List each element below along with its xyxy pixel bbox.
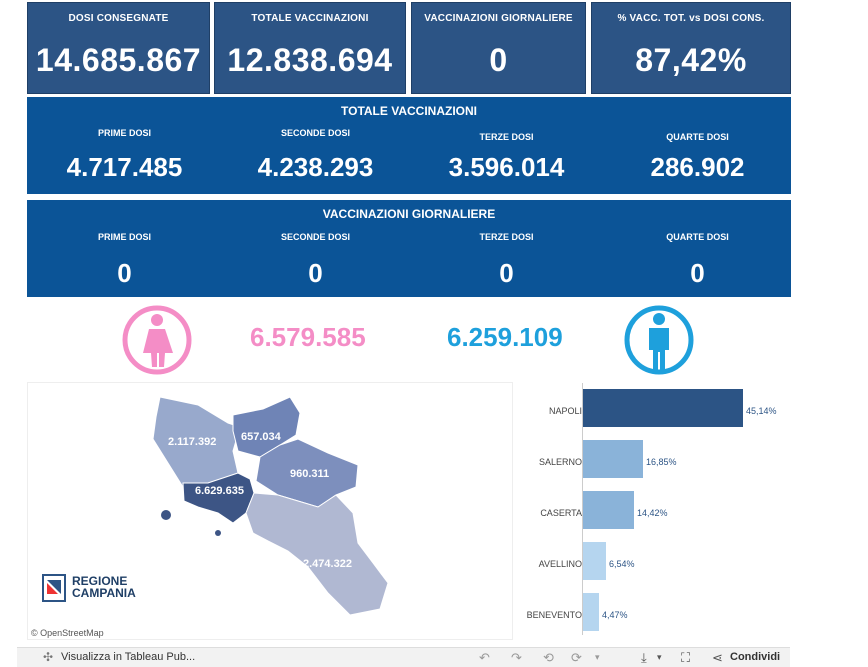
kpi-label: VACCINAZIONI GIORNALIERE <box>424 13 573 24</box>
seconde-dosi-label: SECONDE DOSI <box>280 232 350 242</box>
bar[interactable] <box>583 491 634 529</box>
kpi-value: 87,42% <box>635 42 747 78</box>
bar[interactable] <box>583 389 743 427</box>
female-total: 6.579.585 <box>250 322 366 352</box>
bar-row-benevento[interactable]: BENEVENTO 4,47% <box>512 593 792 639</box>
prime-dosi-value: 4.717.485 <box>66 152 183 182</box>
map-label-salerno: 2.474.322 <box>303 558 352 570</box>
campania-map[interactable]: 2.117.392 657.034 960.311 6.629.635 2.47… <box>27 382 513 640</box>
bar-value-label: 45,14% <box>746 406 777 416</box>
bar-value-label: 16,85% <box>646 457 677 467</box>
terze-dosi-label: TERZE DOSI <box>479 232 534 242</box>
bar-row-salerno[interactable]: SALERNO 16,85% <box>512 440 792 486</box>
regione-campania-logo: REGIONE CAMPANIA <box>42 574 136 607</box>
map-label-caserta: 2.117.392 <box>168 436 217 448</box>
seconde-dosi-value: 0 <box>308 258 323 288</box>
seconde-dosi-label: SECONDE DOSI <box>280 128 350 138</box>
kpi-label: % VACC. TOT. vs DOSI CONS. <box>617 13 765 24</box>
island-ischia <box>161 510 171 520</box>
kpi-vaccinazioni-giornaliere: VACCINAZIONI GIORNALIERE 0 <box>411 2 586 94</box>
kpi-value: 14.685.867 <box>35 42 202 78</box>
vaccinazioni-giornaliere-panel: VACCINAZIONI GIORNALIERE PRIME DOSI 0 SE… <box>27 200 791 297</box>
bar-axis-line <box>582 383 583 635</box>
quarte-dosi-label: QUARTE DOSI <box>666 232 729 242</box>
redo-icon[interactable]: ↷ <box>511 650 522 665</box>
bar-row-caserta[interactable]: CASERTA 14,42% <box>512 491 792 537</box>
bar-value-label: 4,47% <box>602 610 628 620</box>
province-salerno <box>245 492 389 616</box>
osm-attribution[interactable]: © OpenStreetMap <box>31 628 104 638</box>
terze-dosi-value: 0 <box>499 258 514 288</box>
share-icon[interactable]: ⋖ <box>712 650 723 665</box>
prime-dosi-label: PRIME DOSI <box>97 232 151 242</box>
bar[interactable] <box>583 440 643 478</box>
island-capri <box>215 530 221 536</box>
map-label-napoli: 6.629.635 <box>195 485 244 497</box>
bar-label: BENEVENTO <box>526 610 582 620</box>
bar-value-label: 14,42% <box>637 508 668 518</box>
quarte-dosi-value: 286.902 <box>650 152 745 182</box>
download-icon[interactable]: ⤓ <box>641 650 647 665</box>
logo-line1: REGIONE <box>72 574 128 588</box>
map-label-avellino: 960.311 <box>290 468 330 480</box>
kpi-label: TOTALE VACCINAZIONI <box>251 13 369 24</box>
province-avellino <box>255 438 359 508</box>
male-total: 6.259.109 <box>447 322 563 352</box>
tableau-toolbar: ✣ Visualizza in Tableau Pub... ↶ ↷ ⟲ ⟳ ▾… <box>17 647 790 667</box>
bar-value-label: 6,54% <box>609 559 635 569</box>
terze-dosi-label: TERZE DOSI <box>479 132 534 142</box>
female-icon <box>122 305 192 375</box>
quarte-dosi-label: QUARTE DOSI <box>666 132 729 142</box>
panel-title: VACCINAZIONI GIORNALIERE <box>322 207 496 221</box>
download-dropdown-icon[interactable]: ▾ <box>657 652 662 662</box>
view-in-tableau-link[interactable]: Visualizza in Tableau Pub... <box>61 651 196 663</box>
prime-dosi-value: 0 <box>117 258 132 288</box>
kpi-value: 0 <box>489 42 508 78</box>
panel-title: TOTALE VACCINAZIONI <box>341 104 477 118</box>
undo-icon[interactable]: ↶ <box>479 650 490 665</box>
province-benevento <box>232 396 301 458</box>
bar[interactable] <box>583 593 599 631</box>
tableau-logo-icon: ✣ <box>43 650 54 664</box>
male-icon <box>624 305 694 375</box>
kpi-totale-vaccinazioni: TOTALE VACCINAZIONI 12.838.694 <box>214 2 406 94</box>
bar-row-napoli[interactable]: NAPOLI 45,14% <box>512 389 792 435</box>
kpi-label: DOSI CONSEGNATE <box>68 13 169 24</box>
kpi-percent-vaccinati: % VACC. TOT. vs DOSI CONS. 87,42% <box>591 2 791 94</box>
fullscreen-icon[interactable]: ⛶ <box>681 650 691 665</box>
quarte-dosi-value: 0 <box>690 258 705 288</box>
bar-label: CASERTA <box>540 508 582 518</box>
seconde-dosi-value: 4.238.293 <box>257 152 374 182</box>
revert-icon[interactable]: ⟲ <box>543 650 554 665</box>
bar-label: SALERNO <box>538 457 582 467</box>
map-label-benevento: 657.034 <box>241 431 281 443</box>
bar-row-avellino[interactable]: AVELLINO 6,54% <box>512 542 792 588</box>
bar-label: AVELLINO <box>538 559 582 569</box>
share-button[interactable]: Condividi <box>730 651 781 663</box>
bar[interactable] <box>583 542 606 580</box>
terze-dosi-value: 3.596.014 <box>448 152 565 182</box>
bar-label: NAPOLI <box>548 406 582 416</box>
kpi-value: 12.838.694 <box>227 42 393 78</box>
pause-dropdown-icon[interactable]: ▾ <box>595 652 600 662</box>
logo-line2: CAMPANIA <box>72 586 136 600</box>
refresh-icon[interactable]: ⟳ <box>571 650 582 665</box>
kpi-dosi-consegnate: DOSI CONSEGNATE 14.685.867 <box>27 2 210 94</box>
prime-dosi-label: PRIME DOSI <box>97 128 151 138</box>
totale-vaccinazioni-panel: TOTALE VACCINAZIONI PRIME DOSI 4.717.485… <box>27 97 791 194</box>
